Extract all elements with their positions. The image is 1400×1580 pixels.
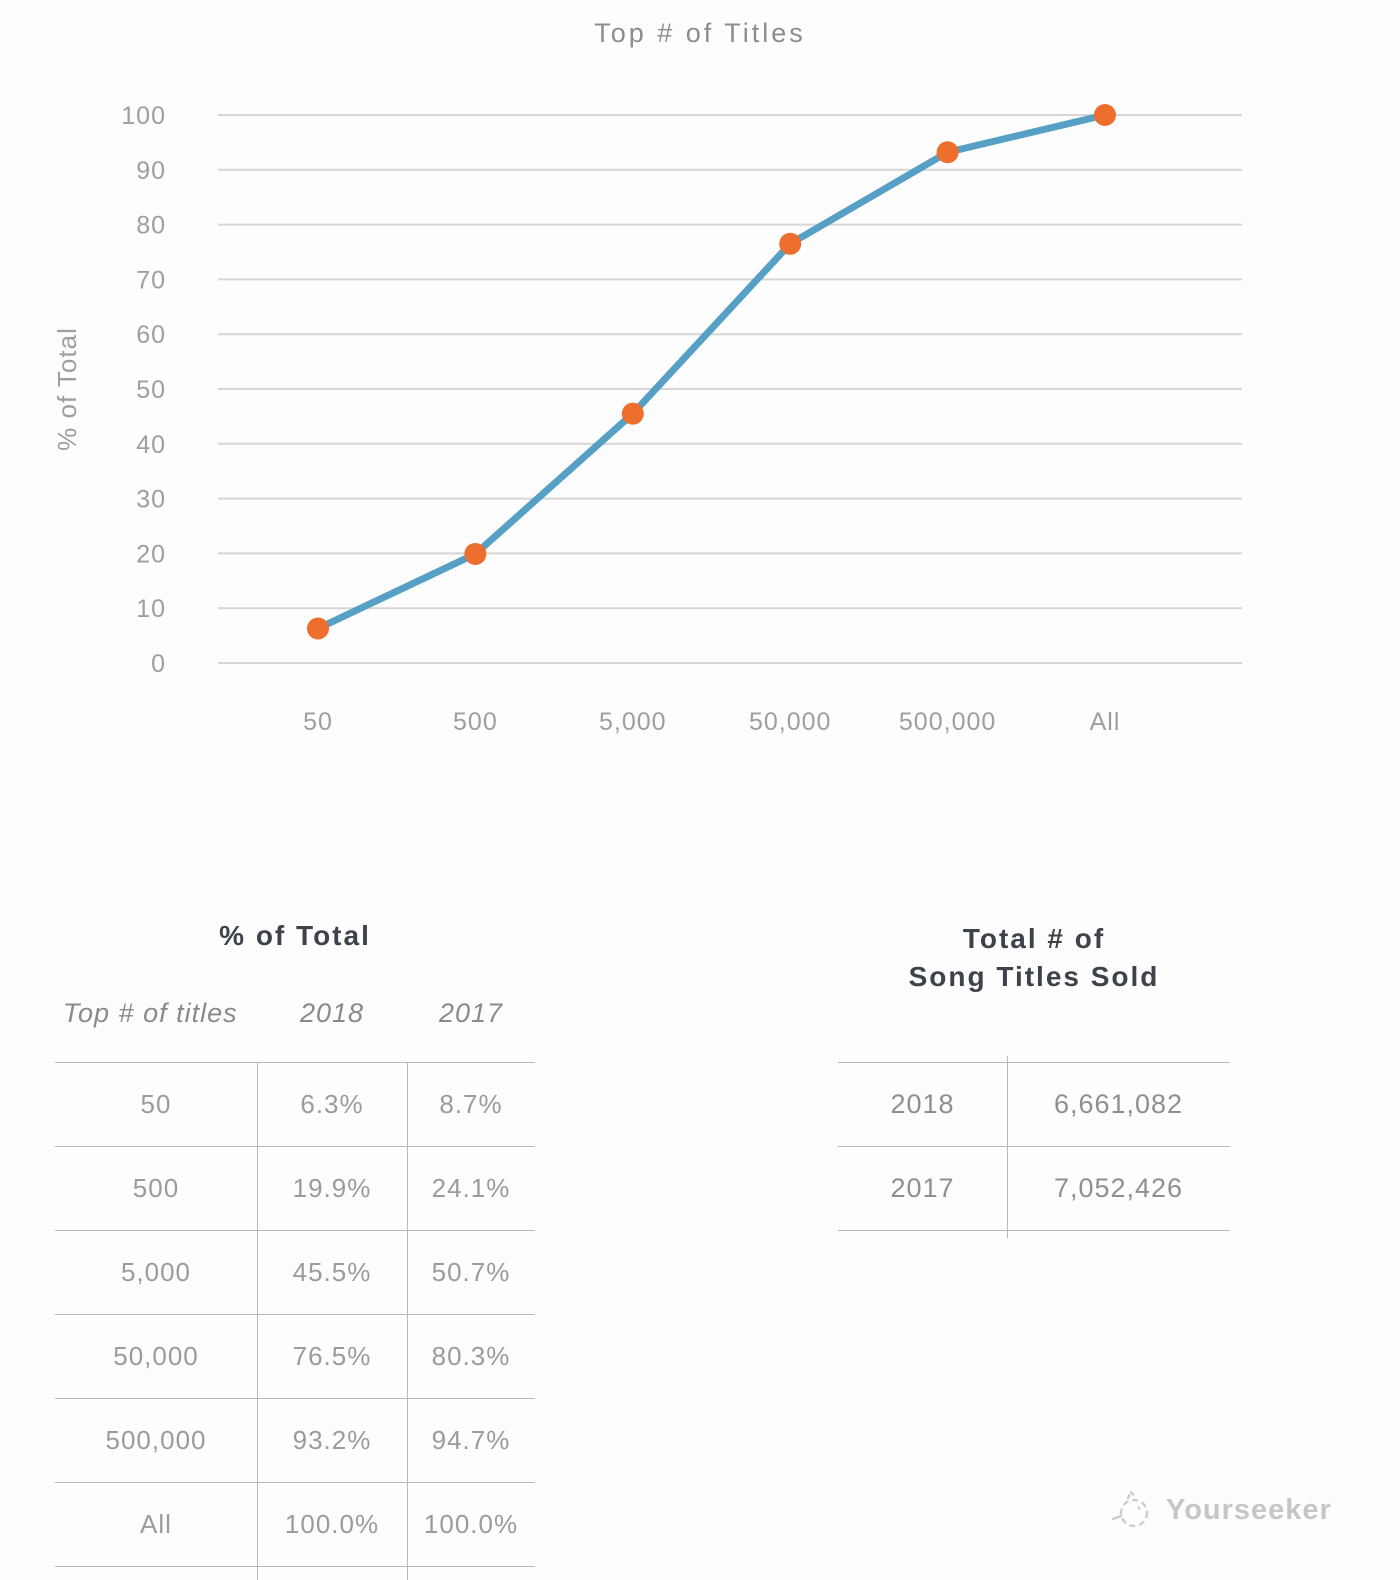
table-cell: 94.7% <box>431 1425 511 1455</box>
line-chart: 0 10 20 30 40 50 60 70 80 90 100 50 500 5,000 50,000 50… <box>52 102 1242 736</box>
table-divider <box>1007 1056 1008 1238</box>
totals-table-title-line1: Total # of <box>962 923 1106 954</box>
data-point <box>621 402 644 425</box>
table-row: 2018 6,661,082 <box>838 1062 1230 1146</box>
table-cell: 2018 <box>890 1089 955 1119</box>
table-cell: 76.5% <box>292 1341 372 1371</box>
y-tick-label: 10 <box>136 595 166 623</box>
table-cell: 6,661,082 <box>1053 1089 1184 1119</box>
table-row: 2017 7,052,426 <box>838 1146 1230 1231</box>
y-tick-label: 40 <box>136 431 166 459</box>
table-divider <box>257 1062 258 1580</box>
table-cell: 500,000 <box>105 1425 207 1455</box>
column-header-top-titles: Top # of titles <box>63 998 238 1028</box>
totals-table-title: Total # of Song Titles Sold <box>838 920 1230 996</box>
y-tick-label: 60 <box>136 321 166 349</box>
table-row: All 100.0% 100.0% <box>55 1482 535 1567</box>
table-cell: 2017 <box>890 1173 955 1203</box>
y-tick-label: 30 <box>136 486 166 514</box>
x-tick-label: 500,000 <box>899 708 996 736</box>
x-tick-label: All <box>1090 708 1121 736</box>
table-cell: 80.3% <box>431 1341 511 1371</box>
table-cell: 45.5% <box>292 1257 372 1287</box>
y-tick-label: 0 <box>151 650 166 678</box>
percent-table-title: % of Total <box>219 920 371 951</box>
chart-title: Top # of Titles <box>594 18 806 48</box>
table-row: 500,000 93.2% 94.7% <box>55 1398 535 1482</box>
y-tick-label: 90 <box>136 157 166 185</box>
y-tick-label: 20 <box>136 540 166 568</box>
totals-table-title-line2: Song Titles Sold <box>908 961 1160 992</box>
table-row: 5,000 45.5% 50.7% <box>55 1230 535 1314</box>
table-cell: 24.1% <box>431 1173 511 1203</box>
watermark: Yourseeker <box>1108 1486 1332 1534</box>
table-cell: 100.0% <box>284 1509 380 1539</box>
table-cell: 6.3% <box>300 1089 364 1119</box>
table-cell: 100.0% <box>423 1509 519 1539</box>
table-cell: 50.7% <box>431 1257 511 1287</box>
x-tick-label: 50 <box>303 708 333 736</box>
table-divider <box>407 1062 408 1580</box>
data-point <box>936 141 959 164</box>
data-point <box>464 542 487 565</box>
table-cell: 7,052,426 <box>1053 1173 1184 1203</box>
table-cell: All <box>140 1509 172 1539</box>
x-tick-label: 500 <box>453 708 498 736</box>
percent-table-header: Top # of titles 2018 2017 <box>55 998 535 1029</box>
x-tick-label: 50,000 <box>749 708 831 736</box>
y-axis-label: % of Total <box>52 327 82 451</box>
yourseeker-logo-icon <box>1111 1489 1149 1528</box>
table-cell: 8.7% <box>439 1089 503 1119</box>
table-row: 500 19.9% 24.1% <box>55 1146 535 1230</box>
watermark-label: Yourseeker <box>1166 1493 1332 1526</box>
y-tick-label: 100 <box>121 102 166 130</box>
percent-table: 50 6.3% 8.7% 500 19.9% 24.1% 5,000 45.5% 50.7% 50… <box>55 1062 535 1567</box>
totals-table: 2018 6,661,082 2017 7,052,426 <box>838 1062 1230 1231</box>
y-tick-label: 80 <box>136 212 166 240</box>
data-point <box>307 617 329 640</box>
table-row: 50,000 76.5% 80.3% <box>55 1314 535 1398</box>
table-cell: 50 <box>140 1089 172 1119</box>
column-header-2018: 2018 <box>299 998 365 1028</box>
series-line-2018 <box>314 111 1109 632</box>
table-cell: 50,000 <box>113 1341 199 1371</box>
table-cell: 5,000 <box>120 1257 192 1287</box>
table-cell: 93.2% <box>292 1425 372 1455</box>
data-point <box>779 232 802 255</box>
x-tick-label: 5,000 <box>599 708 667 736</box>
y-tick-label: 70 <box>136 266 166 294</box>
table-cell: 19.9% <box>292 1173 372 1203</box>
data-point <box>1094 104 1116 126</box>
table-cell: 500 <box>132 1173 180 1203</box>
y-tick-label: 50 <box>136 376 166 404</box>
table-row: 50 6.3% 8.7% <box>55 1062 535 1146</box>
column-header-2017: 2017 <box>438 998 504 1028</box>
